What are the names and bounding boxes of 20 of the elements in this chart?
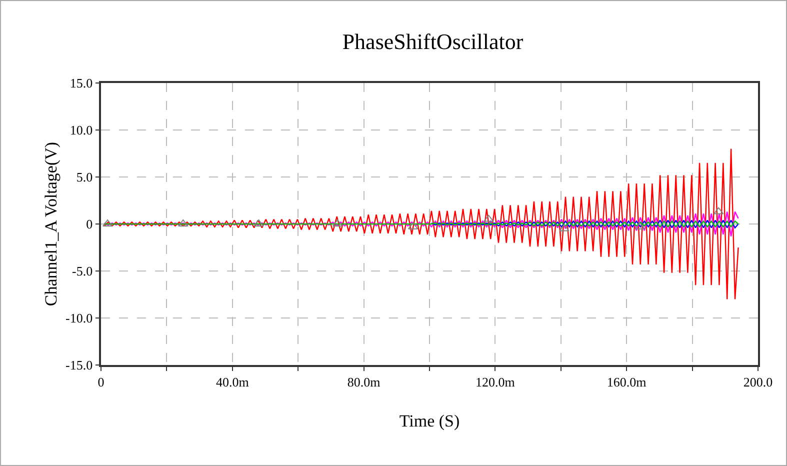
x-tick-label: 40.0m: [216, 374, 249, 390]
y-tick-label: 15.0: [70, 76, 93, 91]
y-tick-label: -5.0: [72, 264, 93, 279]
y-tick-label: -15.0: [66, 358, 93, 373]
chart-title: PhaseShiftOscillator: [342, 28, 524, 54]
x-tick-label: 80.0m: [347, 374, 380, 390]
point: [484, 214, 494, 222]
x-tick-label: 120.0m: [476, 374, 515, 390]
y-tick-label: -10.0: [66, 310, 93, 326]
point: [559, 224, 570, 232]
y-tick-label: 10.0: [70, 122, 93, 138]
point: [634, 222, 645, 230]
x-axis-title: Time (S): [399, 412, 460, 430]
y-axis-title: Channel1_A Voltage(V): [42, 142, 60, 306]
x-tick-label: 0: [98, 374, 104, 390]
y-tick-label: 0: [86, 216, 93, 232]
x-tick-label: 200.0: [743, 374, 773, 390]
y-tick-label: 5.0: [76, 170, 93, 185]
x-tick-label: 160.0m: [606, 374, 646, 390]
line-series: [104, 148, 739, 300]
